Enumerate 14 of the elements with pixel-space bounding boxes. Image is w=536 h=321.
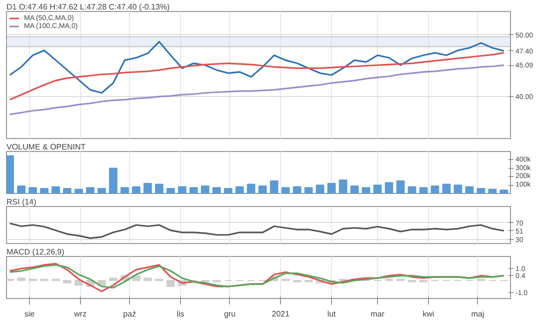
chart-title: MACD (12,26,9) <box>6 248 65 256</box>
x-tick-label: wrz <box>73 310 87 318</box>
chart-title: RSI (14) <box>6 198 37 206</box>
x-tick-label: lis <box>176 310 184 318</box>
x-tick-label: sie <box>24 310 36 318</box>
x-tick-label: 2021 <box>272 310 290 318</box>
chart-title: D1 O:47.46 H:47.62 L:47.28 C:47.40 (-0.13%) <box>6 2 170 12</box>
x-tick-label: mar <box>370 310 385 318</box>
x-tick-label: gru <box>224 310 236 318</box>
x-tick-label: lut <box>327 310 337 318</box>
x-tick-label: paź <box>123 310 136 318</box>
chart-title: VOLUME & OPENINT <box>6 142 86 152</box>
x-tick-label: kwi <box>422 310 434 318</box>
x-tick-label: maj <box>471 310 484 318</box>
